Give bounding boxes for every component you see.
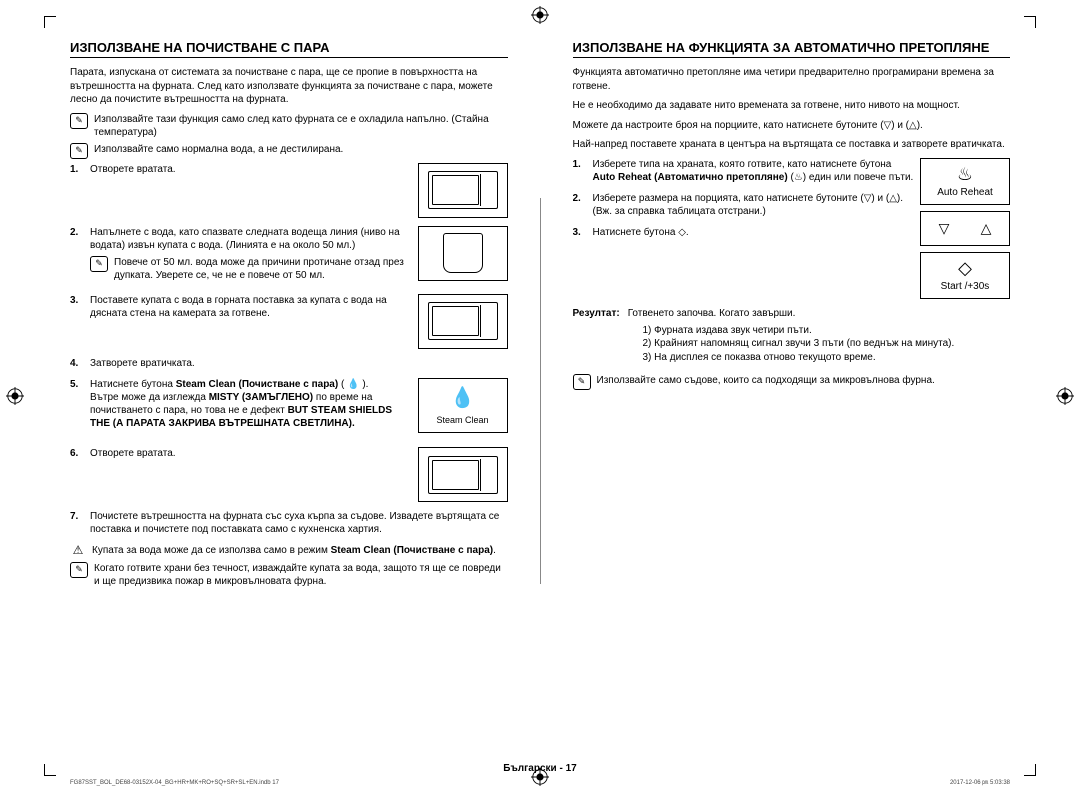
- auto-reheat-button-diagram: ♨ Auto Reheat: [920, 158, 1010, 205]
- step-number: 7.: [70, 510, 84, 523]
- footer-filename: FG87SST_BOL_DE68-03152X-04_BG+HR+MK+RO+S…: [70, 780, 279, 786]
- note-text: Използвайте само нормална вода, а не дес…: [94, 143, 343, 156]
- sub-note: Повече от 50 мл. вода може да причини пр…: [114, 256, 406, 282]
- note-text: Използвайте само съдове, които са подход…: [597, 374, 935, 387]
- result-label: Резултат:: [573, 307, 620, 320]
- step-number: 5.: [70, 378, 84, 391]
- warning-text: Когато готвите храни без течност, изважд…: [94, 562, 508, 588]
- button-label: Auto Reheat: [937, 187, 993, 198]
- step-item: 3. Поставете купата с вода в горната пос…: [70, 294, 508, 349]
- step-number: 2.: [70, 226, 84, 239]
- intro-text: Парата, изпускана от системата за почист…: [70, 66, 508, 107]
- paragraph: Можете да настроите броя на порциите, ка…: [573, 119, 1011, 133]
- note-row: ✎ Използвайте само нормална вода, а не д…: [70, 143, 508, 159]
- note-text: Използвайте тази функция само след като …: [94, 113, 508, 139]
- paragraph: Най-напред поставете храната в центъра н…: [573, 138, 1011, 152]
- step-text: Натиснете бутона Steam Clean (Почистване…: [90, 378, 406, 430]
- info-icon: ✎: [70, 143, 88, 159]
- step-number: 1.: [573, 158, 587, 171]
- step-item: 1. Изберете типа на храната, която готви…: [573, 158, 915, 184]
- paragraph: Функцията автоматично претопляне има чет…: [573, 66, 1011, 93]
- section-heading: ИЗПОЛЗВАНЕ НА ПОЧИСТВАНЕ С ПАРА: [70, 40, 508, 58]
- step-item: 1. Отворете вратата.: [70, 163, 508, 218]
- step-number: 4.: [70, 357, 84, 370]
- step-item: 4. Затворете вратичката.: [70, 357, 508, 370]
- step-text: Натиснете бутона ◇.: [593, 226, 915, 239]
- page-content: ИЗПОЛЗВАНЕ НА ПОЧИСТВАНЕ С ПАРА Парата, …: [70, 40, 1010, 742]
- result-item: 2) Крайният напомнящ сигнал звучи 3 пъти…: [643, 337, 1011, 351]
- steam-clean-button-diagram: 💧 Steam Clean: [418, 378, 508, 434]
- figure-microwave-cup: [418, 294, 508, 349]
- step-item: 7. Почистете вътрешността на фурната със…: [70, 510, 508, 536]
- up-icon: △: [981, 220, 992, 237]
- step-item: 2. Изберете размера на порцията, като на…: [573, 192, 915, 218]
- note-row: ✎ Използвайте тази функция само след кат…: [70, 113, 508, 139]
- steam-icon: ♨: [957, 165, 973, 183]
- registration-mark-icon: [531, 6, 549, 24]
- result-row: Резултат: Готвенето започва. Когато завъ…: [573, 307, 1011, 320]
- info-icon: ✎: [70, 113, 88, 129]
- figure-water-cup: [418, 226, 508, 281]
- result-text: Готвенето започва. Когато завърши.: [628, 307, 796, 320]
- start-icon: ◇: [958, 259, 972, 277]
- step-text: Изберете типа на храната, която готвите,…: [593, 158, 915, 184]
- step-text: Почистете вътрешността на фурната със су…: [90, 510, 508, 536]
- result-list: 1) Фурната издава звук четири пъти. 2) К…: [643, 324, 1011, 365]
- step-text: Напълнете с вода, като спазвате следната…: [90, 226, 406, 286]
- page-footer: Български - 17: [0, 763, 1080, 774]
- registration-mark-icon: [1056, 387, 1074, 405]
- right-column: ИЗПОЛЗВАНЕ НА ФУНКЦИЯТА ЗА АВТОМАТИЧНО П…: [573, 40, 1011, 742]
- down-icon: ▽: [939, 220, 950, 237]
- step-number: 2.: [573, 192, 587, 205]
- steps-list: 1. Отворете вратата. 2. Напълнете с вода…: [70, 163, 508, 537]
- step-text: Поставете купата с вода в горната постав…: [90, 294, 406, 320]
- droplet-icon: 💧: [450, 385, 475, 411]
- button-label: Start /+30s: [941, 281, 990, 292]
- result-item: 1) Фурната издава звук четири пъти.: [643, 324, 1011, 338]
- step-number: 6.: [70, 447, 84, 460]
- info-icon: ✎: [70, 562, 88, 578]
- crop-mark-icon: [44, 16, 66, 38]
- result-item: 3) На дисплея се показва отново текущото…: [643, 351, 1011, 365]
- step-item: 2. Напълнете с вода, като спазвате следн…: [70, 226, 508, 286]
- column-separator: [540, 198, 541, 584]
- figure-microwave-open: [418, 447, 508, 502]
- note-row: ✎ Използвайте само съдове, които са подх…: [573, 374, 1011, 390]
- warning-text: Купата за вода може да се използва само …: [92, 544, 496, 557]
- registration-mark-icon: [6, 387, 24, 405]
- step-text: Отворете вратата.: [90, 163, 406, 176]
- warning-icon: ⚠: [70, 544, 86, 558]
- droplet-icon: 💧: [347, 379, 359, 390]
- step-item: 3. Натиснете бутона ◇.: [573, 226, 915, 239]
- paragraph: Не е необходимо да задавате нито времена…: [573, 99, 1011, 113]
- warning-row: ✎ Когато готвите храни без течност, изва…: [70, 562, 508, 588]
- steam-icon: ♨: [794, 172, 803, 183]
- info-icon: ✎: [90, 256, 108, 272]
- updown-button-diagram: ▽ △: [920, 211, 1010, 246]
- button-label: Steam Clean: [436, 415, 488, 427]
- section-heading: ИЗПОЛЗВАНЕ НА ФУНКЦИЯТА ЗА АВТОМАТИЧНО П…: [573, 40, 1011, 58]
- step-number: 3.: [70, 294, 84, 307]
- start-icon: ◇: [678, 227, 686, 238]
- step-item: 5. Натиснете бутона Steam Clean (Почиств…: [70, 378, 508, 440]
- step-item: 6. Отворете вратата.: [70, 447, 508, 502]
- figure-microwave-open: [418, 163, 508, 218]
- info-icon: ✎: [573, 374, 591, 390]
- step-text: Изберете размера на порцията, като натис…: [593, 192, 915, 218]
- step-text: Отворете вратата.: [90, 447, 406, 460]
- warning-row: ⚠ Купата за вода може да се използва сам…: [70, 544, 508, 558]
- button-diagrams: ♨ Auto Reheat ▽ △ ◇ Start /+30s: [914, 158, 1010, 305]
- crop-mark-icon: [1014, 16, 1036, 38]
- step-number: 1.: [70, 163, 84, 176]
- step-number: 3.: [573, 226, 587, 239]
- left-column: ИЗПОЛЗВАНЕ НА ПОЧИСТВАНЕ С ПАРА Парата, …: [70, 40, 508, 742]
- footer-timestamp: 2017-12-06 ㏘ 5:03:38: [950, 777, 1010, 786]
- start-button-diagram: ◇ Start /+30s: [920, 252, 1010, 299]
- step-text: Затворете вратичката.: [90, 357, 508, 370]
